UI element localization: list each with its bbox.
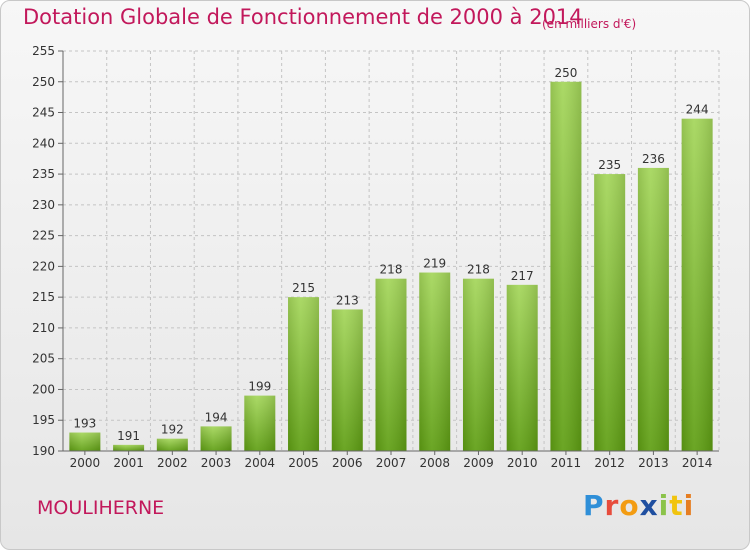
bar-value-label: 218 (380, 263, 403, 277)
bar-shading (419, 272, 451, 451)
x-tick-label: 2014 (682, 456, 713, 470)
x-tick-label: 2000 (70, 456, 101, 470)
bar-value-label: 194 (205, 410, 228, 424)
bar-shading (375, 278, 407, 451)
bar-shading (462, 278, 494, 451)
bar-value-label: 218 (467, 263, 490, 277)
y-tick-label: 190 (32, 444, 55, 458)
bar-value-label: 235 (598, 158, 621, 172)
x-tick-label: 2002 (157, 456, 188, 470)
x-tick-label: 2008 (419, 456, 450, 470)
bar-shading (69, 432, 101, 451)
x-tick-label: 2004 (245, 456, 276, 470)
x-tick-label: 2013 (638, 456, 669, 470)
bar-shading (681, 118, 713, 451)
y-tick-label: 220 (32, 259, 55, 273)
bar-shading (506, 284, 538, 451)
bar-shading (637, 167, 669, 451)
y-tick-label: 200 (32, 382, 55, 396)
y-tick-label: 250 (32, 75, 55, 89)
y-tick-label: 195 (32, 413, 55, 427)
bar-shading (244, 395, 276, 451)
bar-value-label: 191 (117, 429, 140, 443)
bar-value-label: 250 (554, 66, 577, 80)
bar-value-label: 244 (686, 103, 709, 117)
y-tick-label: 230 (32, 198, 55, 212)
x-tick-label: 2001 (113, 456, 144, 470)
chart-subtitle: (en milliers d'€) (542, 17, 637, 31)
bar-value-label: 213 (336, 293, 359, 307)
x-tick-label: 2003 (201, 456, 232, 470)
municipality-name: MOULIHERNE (37, 497, 165, 519)
y-tick-label: 205 (32, 352, 55, 366)
y-tick-label: 240 (32, 136, 55, 150)
y-tick-label: 255 (32, 44, 55, 58)
bar-value-label: 219 (423, 257, 446, 271)
bar-value-label: 215 (292, 281, 315, 295)
bar-shading (156, 438, 188, 451)
x-tick-label: 2006 (332, 456, 363, 470)
bar-value-label: 236 (642, 152, 665, 166)
y-tick-label: 210 (32, 321, 55, 335)
chart-title: Dotation Globale de Fonctionnement de 20… (23, 5, 583, 29)
bar-value-label: 193 (73, 417, 96, 431)
x-tick-label: 2010 (507, 456, 538, 470)
x-tick-label: 2011 (551, 456, 582, 470)
bar-value-label: 217 (511, 269, 534, 283)
y-tick-label: 245 (32, 106, 55, 120)
y-tick-label: 215 (32, 290, 55, 304)
x-tick-label: 2005 (288, 456, 319, 470)
bar-shading (594, 174, 626, 452)
x-tick-label: 2012 (594, 456, 625, 470)
x-tick-label: 2007 (376, 456, 407, 470)
bar-shading (113, 444, 145, 451)
bar-shading (200, 426, 232, 451)
bar-value-label: 199 (248, 380, 271, 394)
y-tick-label: 235 (32, 167, 55, 181)
bar-shading (550, 81, 582, 452)
bar-shading (288, 297, 320, 451)
bar-shading (331, 309, 363, 451)
x-tick-label: 2009 (463, 456, 494, 470)
bar-value-label: 192 (161, 423, 184, 437)
proxiti-logo: Proxiti (583, 489, 695, 522)
y-tick-label: 225 (32, 229, 55, 243)
